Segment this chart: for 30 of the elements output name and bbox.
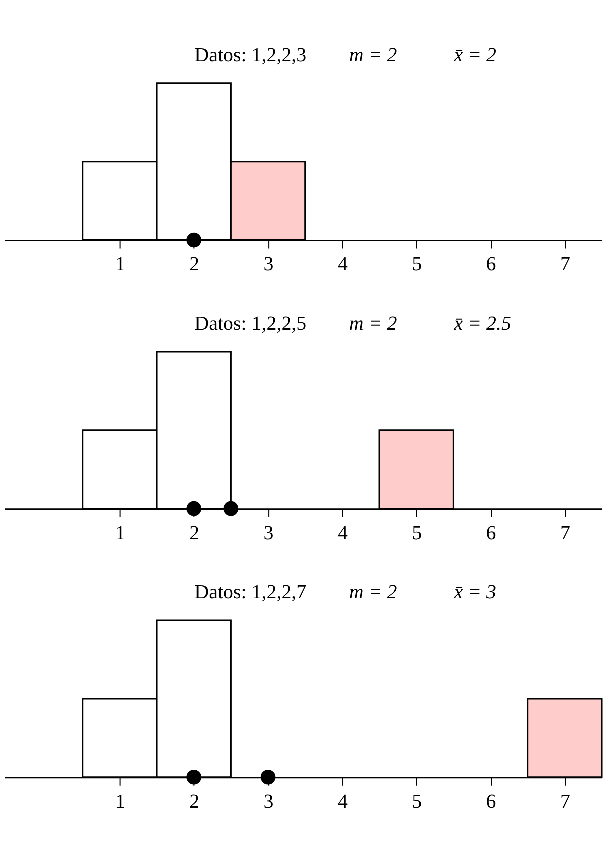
x-tick-label: 1	[115, 254, 126, 276]
x-tick-label: 7	[560, 522, 570, 544]
text: m = 2	[349, 582, 398, 604]
text: m = 2	[349, 44, 398, 67]
x-tick-label: 5	[412, 522, 422, 544]
x-tick-label: 5	[412, 254, 422, 276]
text: m = 2	[349, 313, 398, 336]
x-tick-label: 2	[190, 522, 200, 544]
x-tick-label: 4	[338, 522, 348, 544]
chart-title: Datos: 1,2,2,3	[194, 44, 307, 67]
x-tick-label: 7	[560, 790, 570, 813]
x-tick-label: 2	[190, 254, 200, 276]
x-tick-label: 6	[486, 790, 496, 813]
x-tick-label: 2	[190, 790, 200, 813]
text: x̄ = 2.5	[453, 313, 512, 336]
chart-title: Datos: 1,2,2,5	[194, 313, 307, 336]
x-tick-label: 6	[486, 254, 496, 276]
x-tick-label: 4	[338, 790, 348, 813]
text: x̄ = 2	[453, 44, 497, 67]
x-tick-label: 3	[264, 790, 274, 813]
x-tick-label: 4	[338, 254, 348, 276]
text: x̄ = 3	[453, 582, 497, 604]
x-tick-label: 1	[115, 790, 126, 813]
x-tick-label: 3	[264, 522, 274, 544]
x-tick-label: 6	[486, 522, 496, 544]
chart-title: Datos: 1,2,2,7	[194, 582, 307, 604]
x-tick-label: 7	[560, 254, 570, 276]
x-tick-label: 1	[115, 522, 126, 544]
x-tick-label: 5	[412, 790, 422, 813]
x-tick-label: 3	[264, 254, 274, 276]
